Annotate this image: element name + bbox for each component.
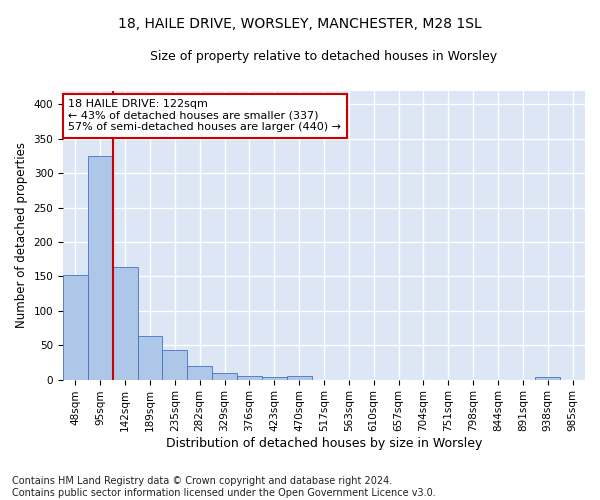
Bar — [287, 376, 311, 380]
Bar — [237, 376, 262, 380]
Bar — [113, 266, 137, 380]
Bar — [262, 377, 287, 380]
Bar — [63, 275, 88, 380]
Bar — [212, 372, 237, 380]
X-axis label: Distribution of detached houses by size in Worsley: Distribution of detached houses by size … — [166, 437, 482, 450]
Bar — [137, 336, 163, 380]
Y-axis label: Number of detached properties: Number of detached properties — [15, 142, 28, 328]
Title: Size of property relative to detached houses in Worsley: Size of property relative to detached ho… — [151, 50, 497, 63]
Bar — [187, 366, 212, 380]
Bar — [88, 156, 113, 380]
Text: 18, HAILE DRIVE, WORSLEY, MANCHESTER, M28 1SL: 18, HAILE DRIVE, WORSLEY, MANCHESTER, M2… — [118, 18, 482, 32]
Bar — [163, 350, 187, 380]
Text: 18 HAILE DRIVE: 122sqm
← 43% of detached houses are smaller (337)
57% of semi-de: 18 HAILE DRIVE: 122sqm ← 43% of detached… — [68, 99, 341, 132]
Text: Contains HM Land Registry data © Crown copyright and database right 2024.
Contai: Contains HM Land Registry data © Crown c… — [12, 476, 436, 498]
Bar — [535, 377, 560, 380]
